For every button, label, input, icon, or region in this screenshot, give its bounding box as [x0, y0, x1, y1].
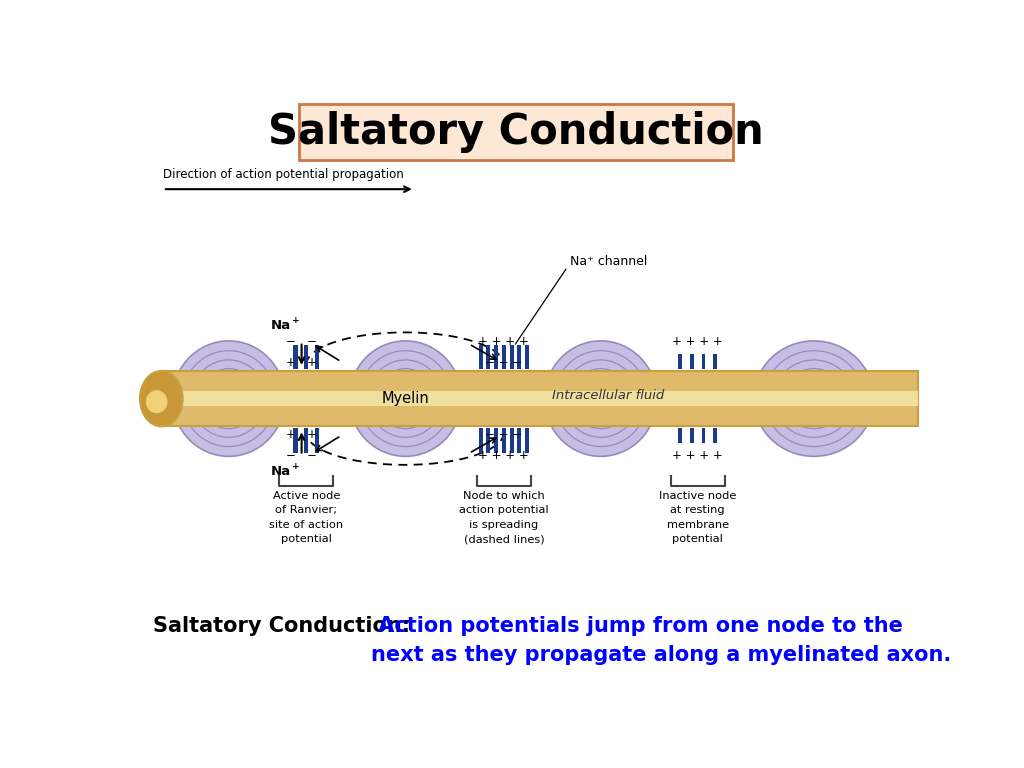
Text: Na: Na: [270, 465, 291, 478]
Text: −   −: − −: [286, 335, 317, 348]
Ellipse shape: [145, 390, 168, 413]
Ellipse shape: [754, 341, 873, 456]
Text: Active node
of Ranvier;
site of action
potential: Active node of Ranvier; site of action p…: [269, 491, 343, 545]
Text: − − −: − − −: [485, 429, 522, 442]
Bar: [478, 428, 482, 452]
Text: + + + +: + + + +: [672, 449, 723, 462]
Bar: [502, 428, 506, 452]
Bar: [162, 391, 919, 406]
Bar: [525, 428, 529, 452]
Bar: [517, 345, 521, 369]
Bar: [486, 428, 490, 452]
Bar: [304, 428, 308, 452]
Ellipse shape: [173, 341, 285, 456]
Text: +   +: + +: [286, 356, 317, 369]
Bar: [293, 345, 298, 369]
Bar: [690, 354, 693, 369]
Bar: [510, 345, 514, 369]
Ellipse shape: [349, 341, 462, 456]
Text: Saltatory Conduction:: Saltatory Conduction:: [153, 616, 410, 636]
Text: Direction of action potential propagation: Direction of action potential propagatio…: [163, 168, 403, 181]
Bar: [293, 428, 298, 452]
Text: + + + +: + + + +: [478, 449, 529, 462]
Text: Action potentials jump from one node to the
next as they propagate along a myeli: Action potentials jump from one node to …: [372, 616, 951, 664]
Bar: [162, 371, 919, 426]
Bar: [486, 345, 490, 369]
Text: − − −: − − −: [485, 356, 522, 369]
Text: Na⁺ channel: Na⁺ channel: [569, 255, 647, 268]
Ellipse shape: [140, 371, 182, 426]
Bar: [517, 428, 521, 452]
Bar: [690, 428, 693, 443]
Bar: [304, 345, 308, 369]
Bar: [678, 428, 682, 443]
Bar: [713, 354, 717, 369]
Text: −   −: − −: [286, 449, 317, 462]
Bar: [315, 428, 319, 452]
Bar: [495, 345, 498, 369]
Bar: [713, 428, 717, 443]
Text: +: +: [292, 462, 300, 471]
Bar: [478, 345, 482, 369]
Bar: [495, 428, 498, 452]
Bar: [525, 345, 529, 369]
Bar: [502, 345, 506, 369]
FancyBboxPatch shape: [299, 104, 732, 160]
Text: Saltatory Conduction: Saltatory Conduction: [267, 111, 763, 153]
Text: Inactive node
at resting
membrane
potential: Inactive node at resting membrane potent…: [658, 491, 736, 545]
Text: +: +: [292, 316, 300, 325]
Text: +   +: + +: [286, 429, 317, 442]
Text: + + + +: + + + +: [672, 335, 723, 348]
Text: Node to which
action potential
is spreading
(dashed lines): Node to which action potential is spread…: [459, 491, 549, 545]
Bar: [701, 354, 706, 369]
Text: Myelin: Myelin: [382, 391, 429, 406]
Text: + + + +: + + + +: [478, 335, 529, 348]
Bar: [315, 345, 319, 369]
Bar: [510, 428, 514, 452]
Bar: [678, 354, 682, 369]
Ellipse shape: [545, 341, 657, 456]
Text: Na: Na: [270, 319, 291, 332]
Text: Intracellular fluid: Intracellular fluid: [552, 389, 665, 402]
Bar: [701, 428, 706, 443]
